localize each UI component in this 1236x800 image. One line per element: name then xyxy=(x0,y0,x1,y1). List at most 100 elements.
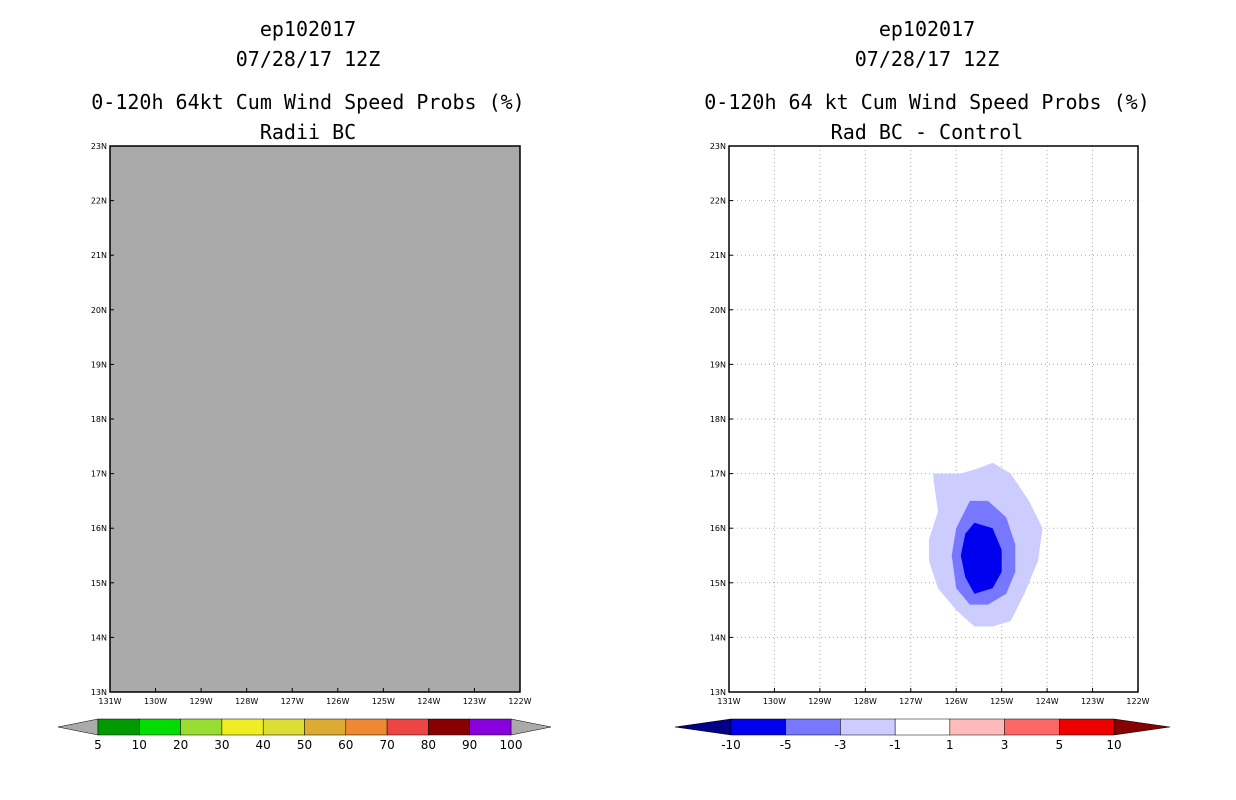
colorbar-label: 90 xyxy=(462,738,477,752)
x-tick-label: 123W xyxy=(1081,697,1104,706)
x-tick-label: 122W xyxy=(508,697,531,706)
x-tick-label: 122W xyxy=(1126,697,1149,706)
right-gridlines xyxy=(729,146,1138,692)
x-tick-label: 127W xyxy=(281,697,304,706)
colorbar-segment xyxy=(221,718,264,736)
y-tick-label: 15N xyxy=(91,579,107,588)
colorbar-label: 5 xyxy=(1055,738,1063,752)
x-tick-label: 129W xyxy=(190,697,213,706)
y-tick-label: 18N xyxy=(91,415,107,424)
x-tick-label: 124W xyxy=(417,697,440,706)
y-tick-label: 19N xyxy=(91,360,107,369)
left-panel: ep102017 07/28/17 12Z 0-120h 64kt Cum Wi… xyxy=(57,17,552,752)
y-tick-label: 16N xyxy=(91,524,107,533)
colorbar-segment xyxy=(840,718,896,736)
colorbar-over-arrow xyxy=(510,718,552,736)
x-tick-label: 131W xyxy=(98,697,121,706)
y-tick-label: 14N xyxy=(91,633,107,642)
y-tick-label: 23N xyxy=(710,142,726,151)
colorbar-segment xyxy=(345,718,388,736)
x-tick-label: 123W xyxy=(463,697,486,706)
colorbar-label: 40 xyxy=(256,738,271,752)
colorbar-label: 60 xyxy=(338,738,353,752)
y-tick-label: 17N xyxy=(91,470,107,479)
x-tick-label: 126W xyxy=(326,697,349,706)
left-title-experiment: Radii BC xyxy=(260,120,356,144)
x-tick-label: 128W xyxy=(235,697,258,706)
x-tick-label: 129W xyxy=(808,697,831,706)
colorbar-label: 3 xyxy=(1001,738,1009,752)
left-title-date: 07/28/17 12Z xyxy=(236,47,381,71)
colorbar-label: -3 xyxy=(834,738,846,752)
colorbar-label: 20 xyxy=(173,738,188,752)
right-contours xyxy=(929,462,1043,627)
y-tick-label: 23N xyxy=(91,142,107,151)
colorbar-label: 30 xyxy=(214,738,229,752)
y-tick-label: 20N xyxy=(91,306,107,315)
colorbar-label: 5 xyxy=(94,738,102,752)
right-panel: ep102017 07/28/17 12Z 0-120h 64 kt Cum W… xyxy=(674,17,1171,752)
left-title-product: 0-120h 64kt Cum Wind Speed Probs (%) xyxy=(91,90,524,114)
colorbar-label: 50 xyxy=(297,738,312,752)
y-tick-label: 22N xyxy=(91,197,107,206)
colorbar-segment xyxy=(1059,718,1115,736)
right-plot-frame xyxy=(728,145,1139,693)
y-tick-label: 13N xyxy=(91,688,107,697)
y-tick-label: 22N xyxy=(710,197,726,206)
right-colorbar: -10 -5 -3 -1 1 3 5 10 xyxy=(674,718,1171,752)
y-tick-label: 19N xyxy=(710,360,726,369)
y-tick-label: 13N xyxy=(710,688,726,697)
x-tick-label: 125W xyxy=(372,697,395,706)
y-tick-label: 21N xyxy=(91,251,107,260)
colorbar-segment xyxy=(730,718,786,736)
colorbar-segment xyxy=(469,718,512,736)
colorbar-over-arrow xyxy=(1113,718,1171,736)
colorbar-segment xyxy=(386,718,429,736)
y-tick-label: 17N xyxy=(710,470,726,479)
colorbar-segment xyxy=(304,718,347,736)
y-tick-label: 21N xyxy=(710,251,726,260)
contour-fill-3 xyxy=(960,522,1002,594)
colorbar-under-arrow xyxy=(674,718,732,736)
colorbar-segment xyxy=(949,718,1005,736)
colorbar-segment xyxy=(180,718,223,736)
colorbar-label: -10 xyxy=(721,738,741,752)
colorbar-label: 100 xyxy=(500,738,523,752)
right-title-date: 07/28/17 12Z xyxy=(855,47,1000,71)
colorbar-label: 80 xyxy=(421,738,436,752)
x-tick-label: 130W xyxy=(763,697,786,706)
y-tick-label: 14N xyxy=(710,633,726,642)
y-tick-label: 15N xyxy=(710,579,726,588)
colorbar-segment xyxy=(97,718,140,736)
colorbar-segment xyxy=(262,718,305,736)
left-map-field xyxy=(110,146,520,692)
y-tick-label: 20N xyxy=(710,306,726,315)
left-colorbar: 5 10 20 30 40 50 60 70 80 90 100 xyxy=(57,718,552,752)
left-title-storm: ep102017 xyxy=(260,17,356,41)
y-tick-label: 16N xyxy=(710,524,726,533)
right-title-storm: ep102017 xyxy=(879,17,975,41)
colorbar-label: 10 xyxy=(1106,738,1121,752)
right-axes-ticks: 131W 130W 129W 128W 127W 126W 125W 124W 123W 122W… xyxy=(710,142,1150,706)
colorbar-label: 10 xyxy=(132,738,147,752)
right-title-experiment: Rad BC - Control xyxy=(831,120,1024,144)
colorbar-label: 70 xyxy=(379,738,394,752)
colorbar-label: -5 xyxy=(780,738,792,752)
colorbar-label: 1 xyxy=(946,738,954,752)
left-plot-frame xyxy=(109,145,521,693)
colorbar-segment xyxy=(894,718,951,736)
x-tick-label: 125W xyxy=(990,697,1013,706)
colorbar-label: -1 xyxy=(889,738,901,752)
colorbar-segment xyxy=(139,718,181,736)
colorbar-under-arrow xyxy=(57,718,99,736)
x-tick-label: 128W xyxy=(854,697,877,706)
x-tick-label: 130W xyxy=(144,697,167,706)
x-tick-label: 131W xyxy=(717,697,740,706)
colorbar-segment xyxy=(785,718,841,736)
colorbar-segment xyxy=(428,718,470,736)
right-title-product: 0-120h 64 kt Cum Wind Speed Probs (%) xyxy=(704,90,1150,114)
x-tick-label: 127W xyxy=(899,697,922,706)
y-tick-label: 18N xyxy=(710,415,726,424)
colorbar-segment xyxy=(1004,718,1060,736)
